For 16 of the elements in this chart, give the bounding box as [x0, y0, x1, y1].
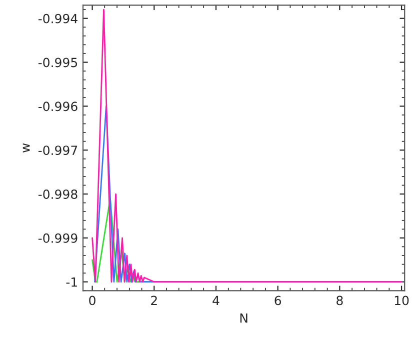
x-tick-label: 8	[336, 296, 343, 306]
x-tick-label: 10	[394, 296, 409, 306]
y-tick-label: -0.996	[38, 102, 78, 112]
y-tick-label: -0.997	[38, 146, 78, 156]
y-tick-label: -0.998	[38, 190, 78, 199]
line-series	[92, 8, 402, 283]
y-tick-label: -0.995	[38, 58, 78, 68]
y-tick-label: -0.994	[38, 14, 78, 24]
x-axis-title: N	[240, 314, 248, 323]
y-axis-title: w	[22, 143, 30, 152]
x-tick-label: 6	[274, 296, 282, 306]
y-tick-label: -0.999	[38, 233, 78, 243]
y-tick-label: -1	[66, 277, 77, 287]
x-tick-label: 4	[212, 296, 220, 305]
x-tick-label: 2	[151, 296, 157, 305]
x-tick-label: 0	[89, 296, 96, 306]
